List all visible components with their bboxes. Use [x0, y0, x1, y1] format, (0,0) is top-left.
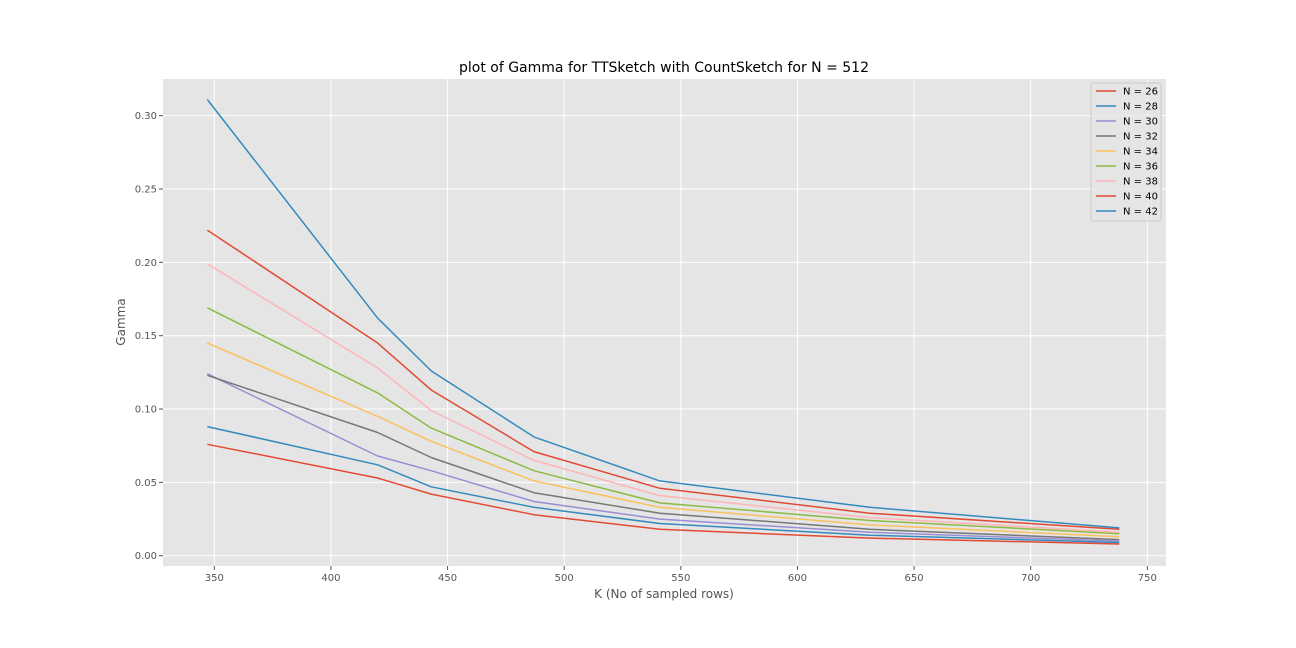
legend-label: N = 38 [1123, 177, 1158, 188]
y-tick-label: 0.30 [135, 111, 157, 122]
series-line-n26 [207, 443, 1120, 545]
plot-background [163, 79, 1166, 566]
y-tick-label: 0.10 [135, 405, 157, 416]
y-axis-label: Gamma [114, 298, 128, 345]
chart-title: plot of Gamma for TTSketch with CountSke… [459, 60, 869, 76]
legend-label: N = 28 [1123, 102, 1158, 113]
x-tick-label: 650 [905, 573, 924, 584]
legend-label: N = 36 [1123, 162, 1158, 173]
legend-label: N = 26 [1123, 87, 1158, 98]
y-tick-label: 0.15 [135, 331, 157, 342]
legend-label: N = 40 [1123, 192, 1158, 203]
series-lines [206, 99, 1120, 545]
series-line-n36 [206, 307, 1120, 535]
series-line-n28 [207, 425, 1120, 544]
x-tick-label: 400 [321, 573, 340, 584]
legend-box [1090, 82, 1162, 222]
x-tick-label: 450 [438, 573, 457, 584]
series-line-n40 [206, 229, 1120, 531]
legend-label: N = 42 [1123, 207, 1158, 218]
y-tick-label: 0.05 [135, 478, 157, 489]
legend-label: N = 30 [1123, 117, 1158, 128]
legend-label: N = 34 [1123, 147, 1158, 158]
grid [163, 79, 1166, 566]
series-line-n30 [206, 373, 1120, 542]
y-axis-ticks: 0.00 0.05 0.10 0.15 0.20 0.25 0.30 [135, 111, 163, 562]
y-tick-label: 0.20 [135, 258, 157, 269]
x-tick-label: 700 [1021, 573, 1040, 584]
x-tick-label: 600 [788, 573, 807, 584]
legend: N = 26 N = 28 N = 30 N = 32 N = 34 N = 36 N = … [1090, 82, 1162, 222]
legend-label: N = 32 [1123, 132, 1158, 143]
x-tick-label: 350 [205, 573, 224, 584]
y-tick-label: 0.00 [135, 551, 157, 562]
x-axis-ticks: 350 400 450 500 550 600 650 700 750 [205, 566, 1157, 584]
x-tick-label: 750 [1138, 573, 1157, 584]
series-line-n34 [207, 342, 1120, 538]
x-tick-label: 550 [671, 573, 690, 584]
series-line-n32 [207, 374, 1120, 541]
x-tick-label: 500 [555, 573, 574, 584]
x-axis-label: K (No of sampled rows) [594, 587, 734, 601]
y-tick-label: 0.25 [135, 185, 157, 196]
series-line-n42 [206, 99, 1120, 529]
series-line-n38 [206, 263, 1120, 534]
